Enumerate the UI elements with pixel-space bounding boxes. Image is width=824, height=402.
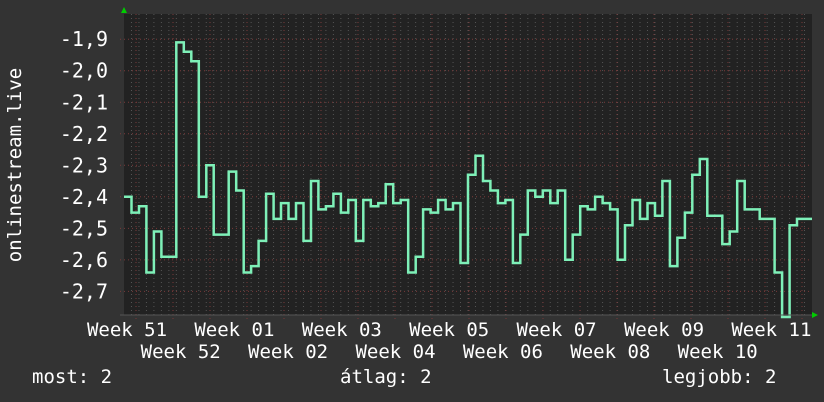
y-tick-label: -2,2 xyxy=(60,122,108,146)
y-tick-label: -2,1 xyxy=(60,90,108,114)
y-tick-label: -2,0 xyxy=(60,59,108,83)
y-axis: -1,9 -2,0 -2,1 -2,2 -2,3 -2,4 -2,5 -2,6 -2,7 xyxy=(60,27,812,303)
current-value: most: 2 xyxy=(32,366,113,388)
x-tick-label: Week 02 xyxy=(248,341,328,363)
x-tick-label: Week 09 xyxy=(624,319,704,341)
y-tick-label: -2,6 xyxy=(60,248,108,272)
x-tick-label: Week 04 xyxy=(355,341,435,363)
y-tick-label: -1,9 xyxy=(60,27,108,51)
x-tick-label: Week 52 xyxy=(141,341,221,363)
plot-area xyxy=(124,14,812,315)
x-axis-arrow-icon xyxy=(812,312,818,318)
x-tick-label: Week 03 xyxy=(302,319,382,341)
y-axis-label: onlinestream.live xyxy=(4,68,26,262)
x-tick-label: Week 01 xyxy=(194,319,274,341)
x-tick-label: Week 10 xyxy=(678,341,758,363)
y-tick-label: -2,5 xyxy=(60,216,108,240)
y-tick-label: -2,3 xyxy=(60,153,108,177)
average-value: átlag: 2 xyxy=(340,366,432,388)
y-tick-label: -2,7 xyxy=(60,279,108,303)
y-tick-label: -2,4 xyxy=(60,185,108,209)
x-tick-label: Week 07 xyxy=(517,319,597,341)
y-axis-arrow-icon xyxy=(121,7,127,13)
best-value: legjobb: 2 xyxy=(662,366,777,388)
grid xyxy=(130,14,806,319)
x-tick-label: Week 51 xyxy=(87,319,167,341)
x-tick-label: Week 11 xyxy=(731,319,811,341)
x-tick-label: Week 08 xyxy=(570,341,650,363)
x-tick-label: Week 05 xyxy=(409,319,489,341)
x-tick-label: Week 06 xyxy=(463,341,543,363)
series-line xyxy=(124,41,812,319)
